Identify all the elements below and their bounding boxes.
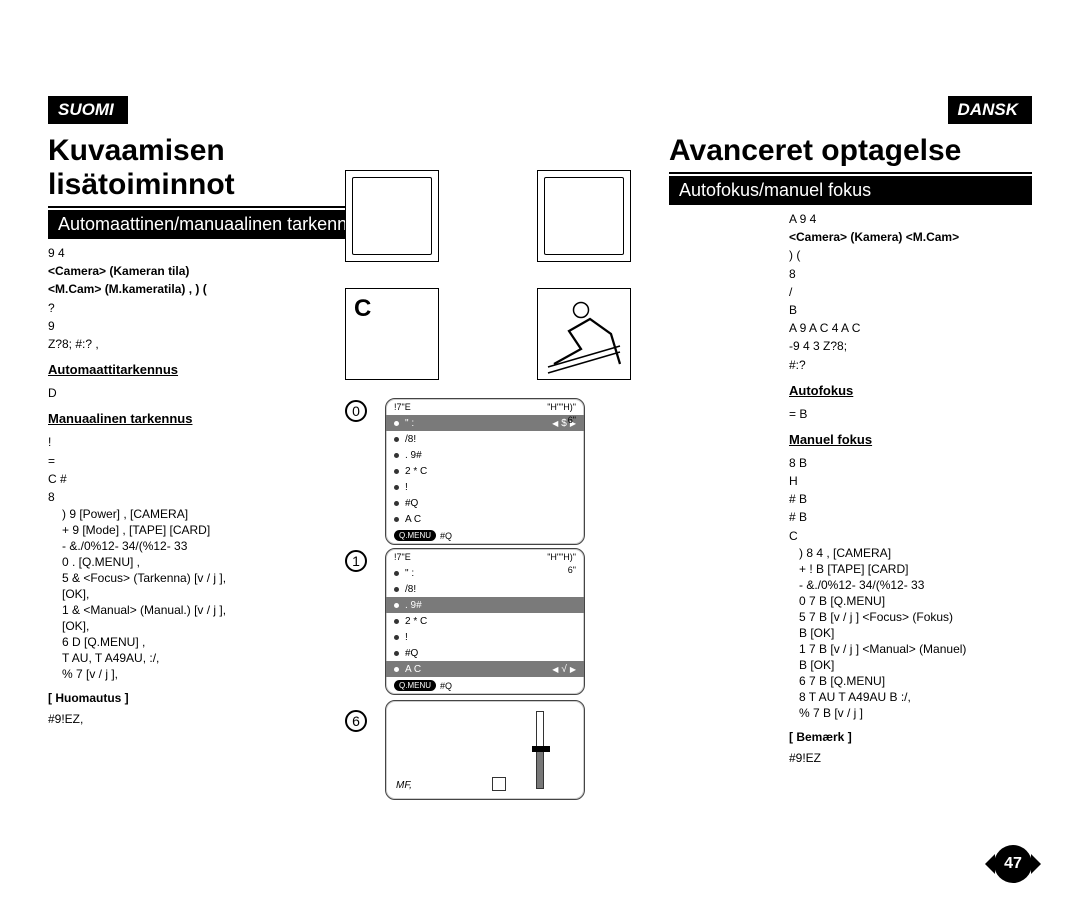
menu-row: /8! (386, 431, 584, 447)
illustration-skier-1 (345, 170, 439, 262)
camera-screen-1: !7"E "H""H)" " :◀$▶ /8! . 9# 2 * C ! #Q … (385, 398, 585, 545)
big-c-label: C (354, 295, 371, 323)
camera-screen-mf: MF, (385, 700, 585, 800)
page-number-badge: 47 (994, 845, 1032, 883)
lang-tag-da: DANSK (948, 96, 1032, 124)
menu-row: ! (386, 479, 584, 495)
menu-row: #Q (386, 645, 584, 661)
note-label-left: [ Huomautus ] (48, 691, 411, 705)
focus-slider (536, 711, 544, 789)
menu-row: . 9# (386, 447, 584, 463)
menu-row: 2 * C (386, 613, 584, 629)
menu-row: A C (386, 511, 584, 527)
steps-left: ) 9 [Power] , [CAMERA] + 9 [Mode] , [TAP… (48, 507, 411, 683)
manual-head-right: Manuel fokus (669, 432, 1032, 447)
manual-page: SUOMI Kuvaamisen lisätoiminnot Automaatt… (0, 0, 1080, 913)
menu-row: ! (386, 629, 584, 645)
mf-icon (492, 777, 506, 791)
note-label-right: [ Bemærk ] (669, 730, 1032, 744)
right-column: DANSK Avanceret optagelse Autofokus/manu… (669, 100, 1032, 873)
illustration-skier-2 (537, 170, 631, 262)
figure-strip: C 0 !7"E "H""H)" " :◀$▶ /8! . 9# 2 * C ! (425, 100, 655, 873)
menu-row: " :◀$▶ (386, 415, 584, 431)
mf-label: MF, (396, 780, 412, 791)
illustration-skier-3 (537, 288, 631, 380)
camera-screen-2: !7"E "H""H)" " : /8! . 9# 2 * C ! #Q A C… (385, 548, 585, 695)
menu-row: . 9# (386, 597, 584, 613)
menu-row: " : (386, 565, 584, 581)
skier-icon (538, 289, 630, 379)
autofocus-head-right: Autofokus (669, 383, 1032, 398)
step-circle-6: 6 (345, 710, 367, 732)
autofocus-body-right: = B (669, 406, 1032, 424)
intro-left: 9 4 <Camera> (Kameran tila) <M.Cam> (M.k… (48, 245, 298, 354)
note-text-right: #9!EZ (669, 750, 1032, 766)
lang-tag-fi: SUOMI (48, 96, 128, 124)
steps-right: ) 8 4 , [CAMERA] + ! B [TAPE] [CARD] - &… (669, 546, 1032, 722)
menu-row: A C◀√▶ (386, 661, 584, 677)
illustration-c-box: C (345, 288, 439, 380)
manual-body-left: ! = C # 8 (48, 434, 411, 507)
step-circle-5: 1 (345, 550, 367, 572)
subtitle-right: Autofokus/manuel fokus (669, 176, 1032, 205)
menu-row: 2 * C (386, 463, 584, 479)
step-circle-4: 0 (345, 400, 367, 422)
manual-body-right: 8 B H # B # B C (669, 455, 1032, 546)
menu-row: #Q (386, 495, 584, 511)
main-title-right: Avanceret optagelse (669, 124, 1032, 174)
menu-row: /8! (386, 581, 584, 597)
intro-right: A 9 4 <Camera> (Kamera) <M.Cam> ) ( 8 / (669, 211, 1032, 375)
